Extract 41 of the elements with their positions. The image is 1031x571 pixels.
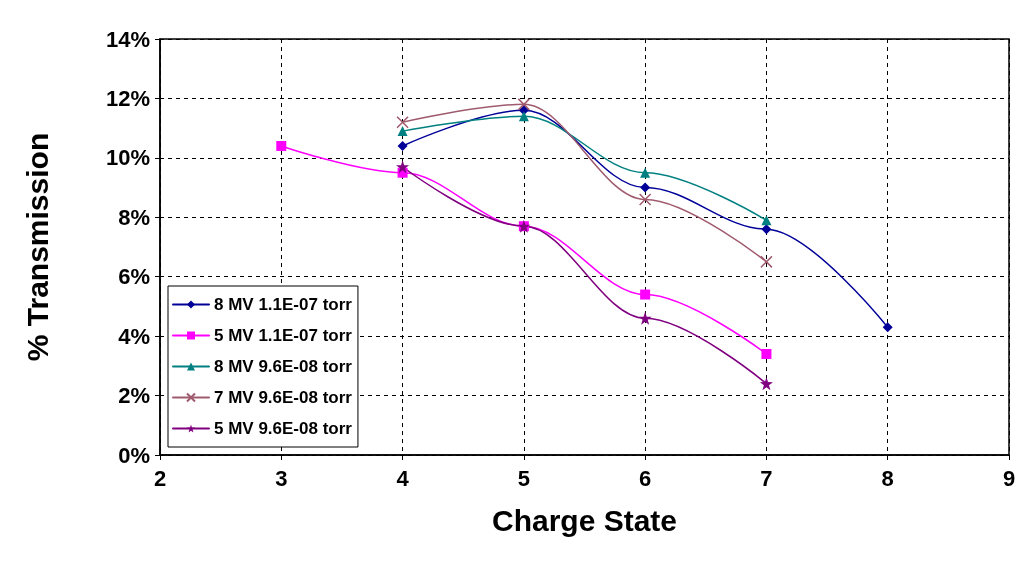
legend-label: 7 MV 9.6E-08 torr <box>214 388 353 407</box>
point <box>396 115 409 129</box>
point <box>638 193 652 206</box>
y-tick-label: 0% <box>118 442 150 468</box>
point <box>518 111 529 122</box>
y-tick-label: 6% <box>118 264 150 290</box>
point <box>760 255 773 269</box>
x-tick-label: 8 <box>881 465 894 491</box>
point <box>396 160 410 174</box>
y-axis-title: % Transmission <box>20 132 54 362</box>
x-tick-label: 4 <box>396 465 410 491</box>
point <box>397 126 408 137</box>
legend-label: 5 MV 9.6E-08 torr <box>214 419 353 438</box>
point <box>761 224 772 235</box>
x-tick-label: 5 <box>517 465 530 491</box>
x-tick-label: 2 <box>153 465 167 491</box>
x-tick-label: 9 <box>1002 465 1016 491</box>
legend-label: 5 MV 1.1E-07 torr <box>214 326 353 345</box>
x-tick-label: 6 <box>639 465 652 491</box>
y-tick-label: 4% <box>118 323 150 349</box>
y-tick-label: 10% <box>105 145 150 171</box>
x-tick-label: 7 <box>760 465 773 491</box>
y-tick-label: 2% <box>118 383 150 409</box>
point <box>640 182 651 193</box>
point <box>759 377 773 391</box>
y-tick-label: 8% <box>118 204 150 230</box>
point <box>640 167 651 178</box>
point <box>882 322 893 333</box>
y-tick-label: 14% <box>105 26 150 52</box>
x-tick-label: 3 <box>275 465 288 491</box>
y-tick-label: 12% <box>105 85 150 111</box>
point <box>761 215 772 226</box>
point <box>640 289 651 300</box>
x-axis-title: Charge State <box>491 503 678 537</box>
legend-label: 8 MV 9.6E-08 torr <box>214 357 353 376</box>
legend-label: 8 MV 1.1E-07 torr <box>214 295 353 314</box>
point <box>276 140 287 151</box>
point <box>761 348 772 359</box>
point <box>517 98 531 111</box>
point <box>397 140 408 151</box>
point <box>638 311 652 325</box>
